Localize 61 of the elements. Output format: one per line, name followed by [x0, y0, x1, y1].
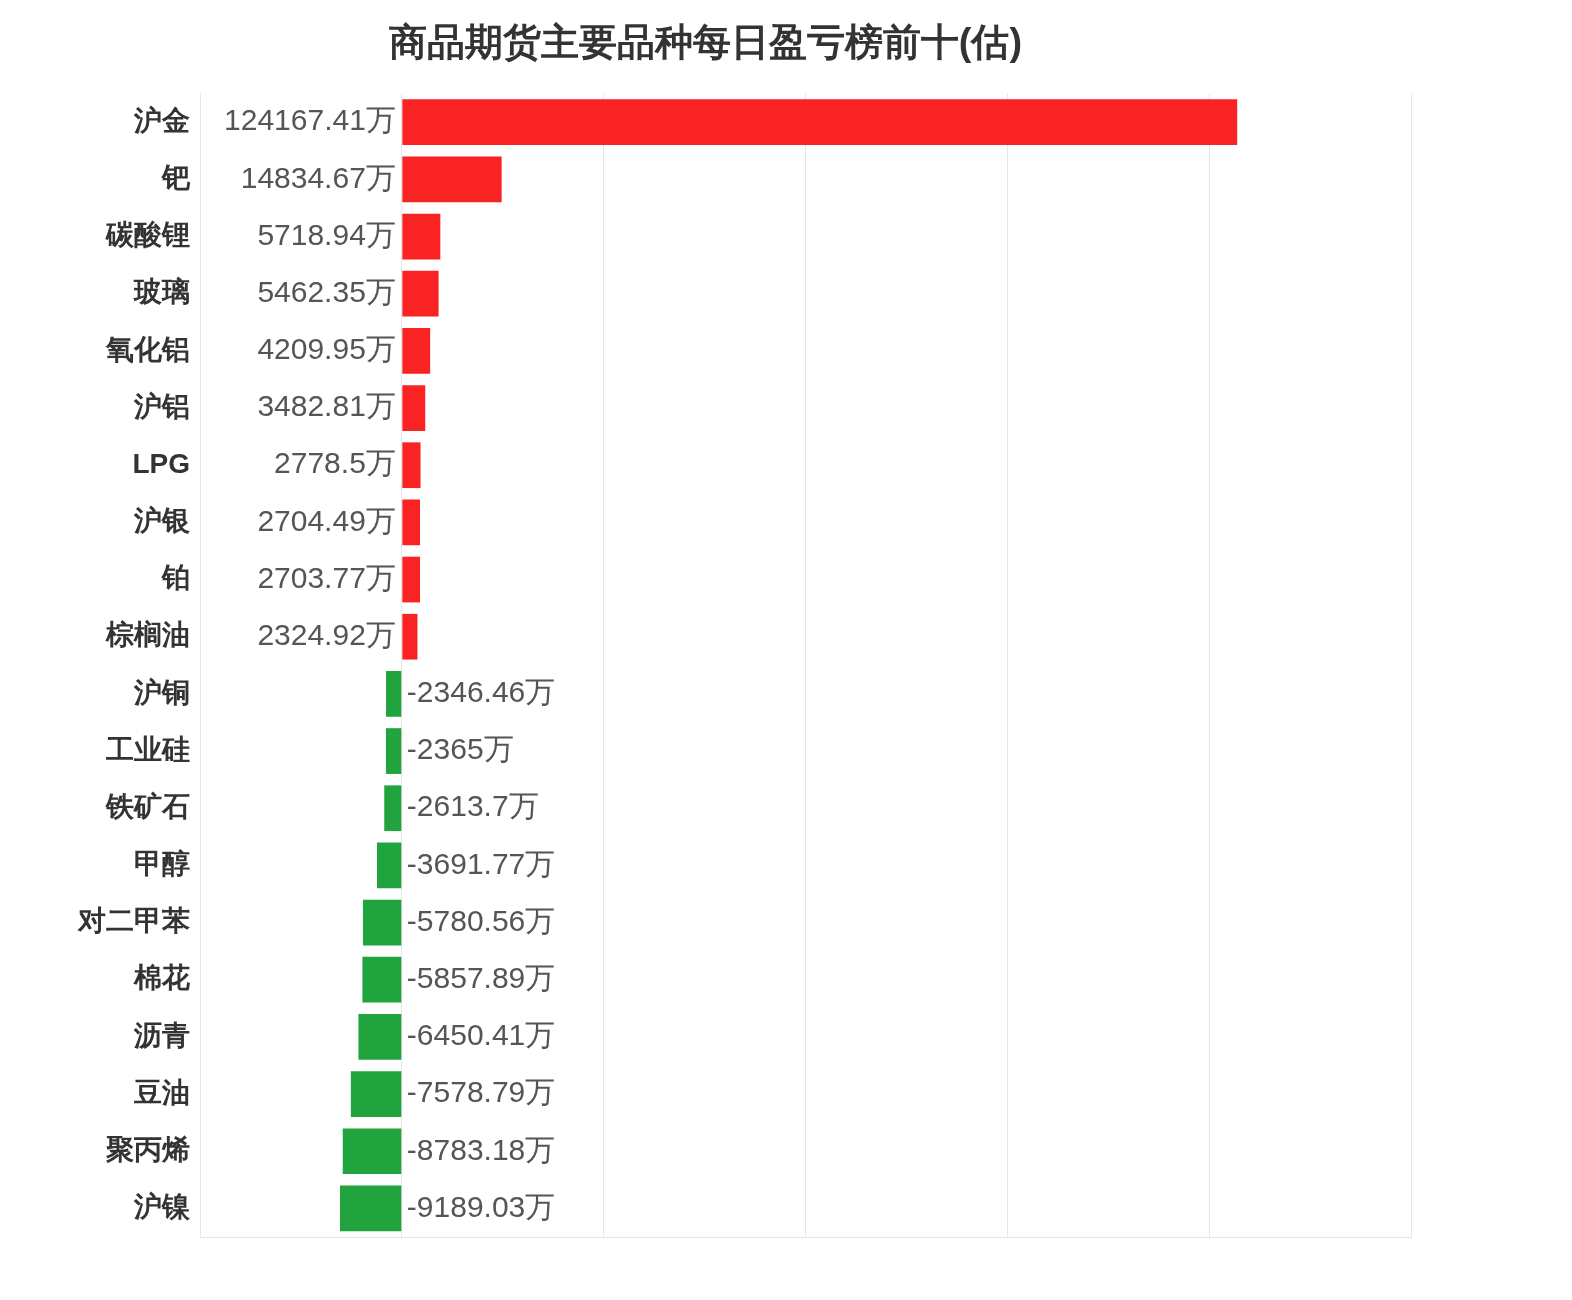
y-tick-label: 聚丙烯	[105, 1133, 190, 1165]
bar	[402, 613, 418, 660]
bar	[362, 899, 402, 946]
data-label: 2778.5万	[274, 446, 396, 480]
y-tick-label: 氧化铝	[105, 333, 190, 365]
data-label: 3482.81万	[257, 389, 396, 423]
y-tick-label: 铁矿石	[105, 790, 190, 822]
bar	[350, 1071, 402, 1117]
bar	[386, 671, 402, 717]
y-tick-label: 豆油	[133, 1076, 190, 1108]
data-label: -6450.41万	[406, 1018, 556, 1052]
y-tick-label: 玻璃	[133, 276, 190, 308]
data-label: -9189.03万	[406, 1189, 556, 1223]
bar	[340, 1185, 402, 1232]
data-label: -2613.7万	[406, 789, 539, 823]
bar	[402, 328, 431, 374]
y-tick-label: 工业硅	[105, 733, 190, 765]
data-label: -8783.18万	[406, 1132, 556, 1166]
y-tick-label: 铂	[161, 562, 190, 594]
bar	[342, 1128, 402, 1175]
bar	[402, 499, 421, 546]
data-label: 124167.41万	[224, 103, 396, 137]
y-tick-label: 碳酸锂	[105, 219, 190, 251]
data-label: 2324.92万	[257, 617, 396, 651]
bar	[377, 842, 402, 889]
y-tick-label: 棉花	[133, 962, 190, 994]
y-tick-label: 沪镍	[133, 1191, 191, 1223]
bar	[402, 270, 439, 317]
bar	[402, 99, 1238, 146]
bar	[402, 385, 426, 431]
data-label: -3691.77万	[406, 846, 556, 880]
data-label: 14834.67万	[240, 160, 396, 194]
data-label: -5857.89万	[406, 961, 556, 994]
data-label: -2346.46万	[406, 675, 556, 709]
data-label: -2365万	[406, 732, 514, 766]
y-tick-label: 棕榈油	[105, 619, 190, 651]
data-label: 2704.49万	[257, 503, 396, 537]
data-label: 5718.94万	[257, 217, 396, 251]
bar	[402, 556, 421, 603]
chart-title: 商品期货主要品种每日盈亏榜前十(估)	[388, 21, 1023, 64]
y-tick-label: 沪铝	[133, 390, 190, 422]
bar	[362, 956, 402, 1003]
data-label: -5780.56万	[406, 903, 556, 937]
data-label: 2703.77万	[257, 560, 396, 594]
data-label: 5462.35万	[257, 274, 396, 308]
bar	[358, 1014, 402, 1060]
bar	[402, 213, 441, 260]
y-tick-label: 沪金	[133, 104, 190, 136]
data-label: 4209.95万	[257, 332, 396, 366]
bar	[384, 785, 402, 832]
y-tick-label: 沪银	[133, 505, 190, 537]
y-tick-label: 沪铜	[133, 676, 190, 708]
bar	[402, 442, 421, 489]
y-tick-label: 沥青	[133, 1019, 190, 1051]
y-tick-label: LPG	[132, 447, 190, 479]
bar	[385, 728, 402, 774]
y-tick-label: 甲醇	[134, 848, 190, 880]
y-tick-label: 钯	[161, 162, 191, 194]
y-tick-label: 对二甲苯	[77, 905, 190, 937]
data-label: -7578.79万	[406, 1075, 556, 1109]
bar	[402, 156, 502, 203]
